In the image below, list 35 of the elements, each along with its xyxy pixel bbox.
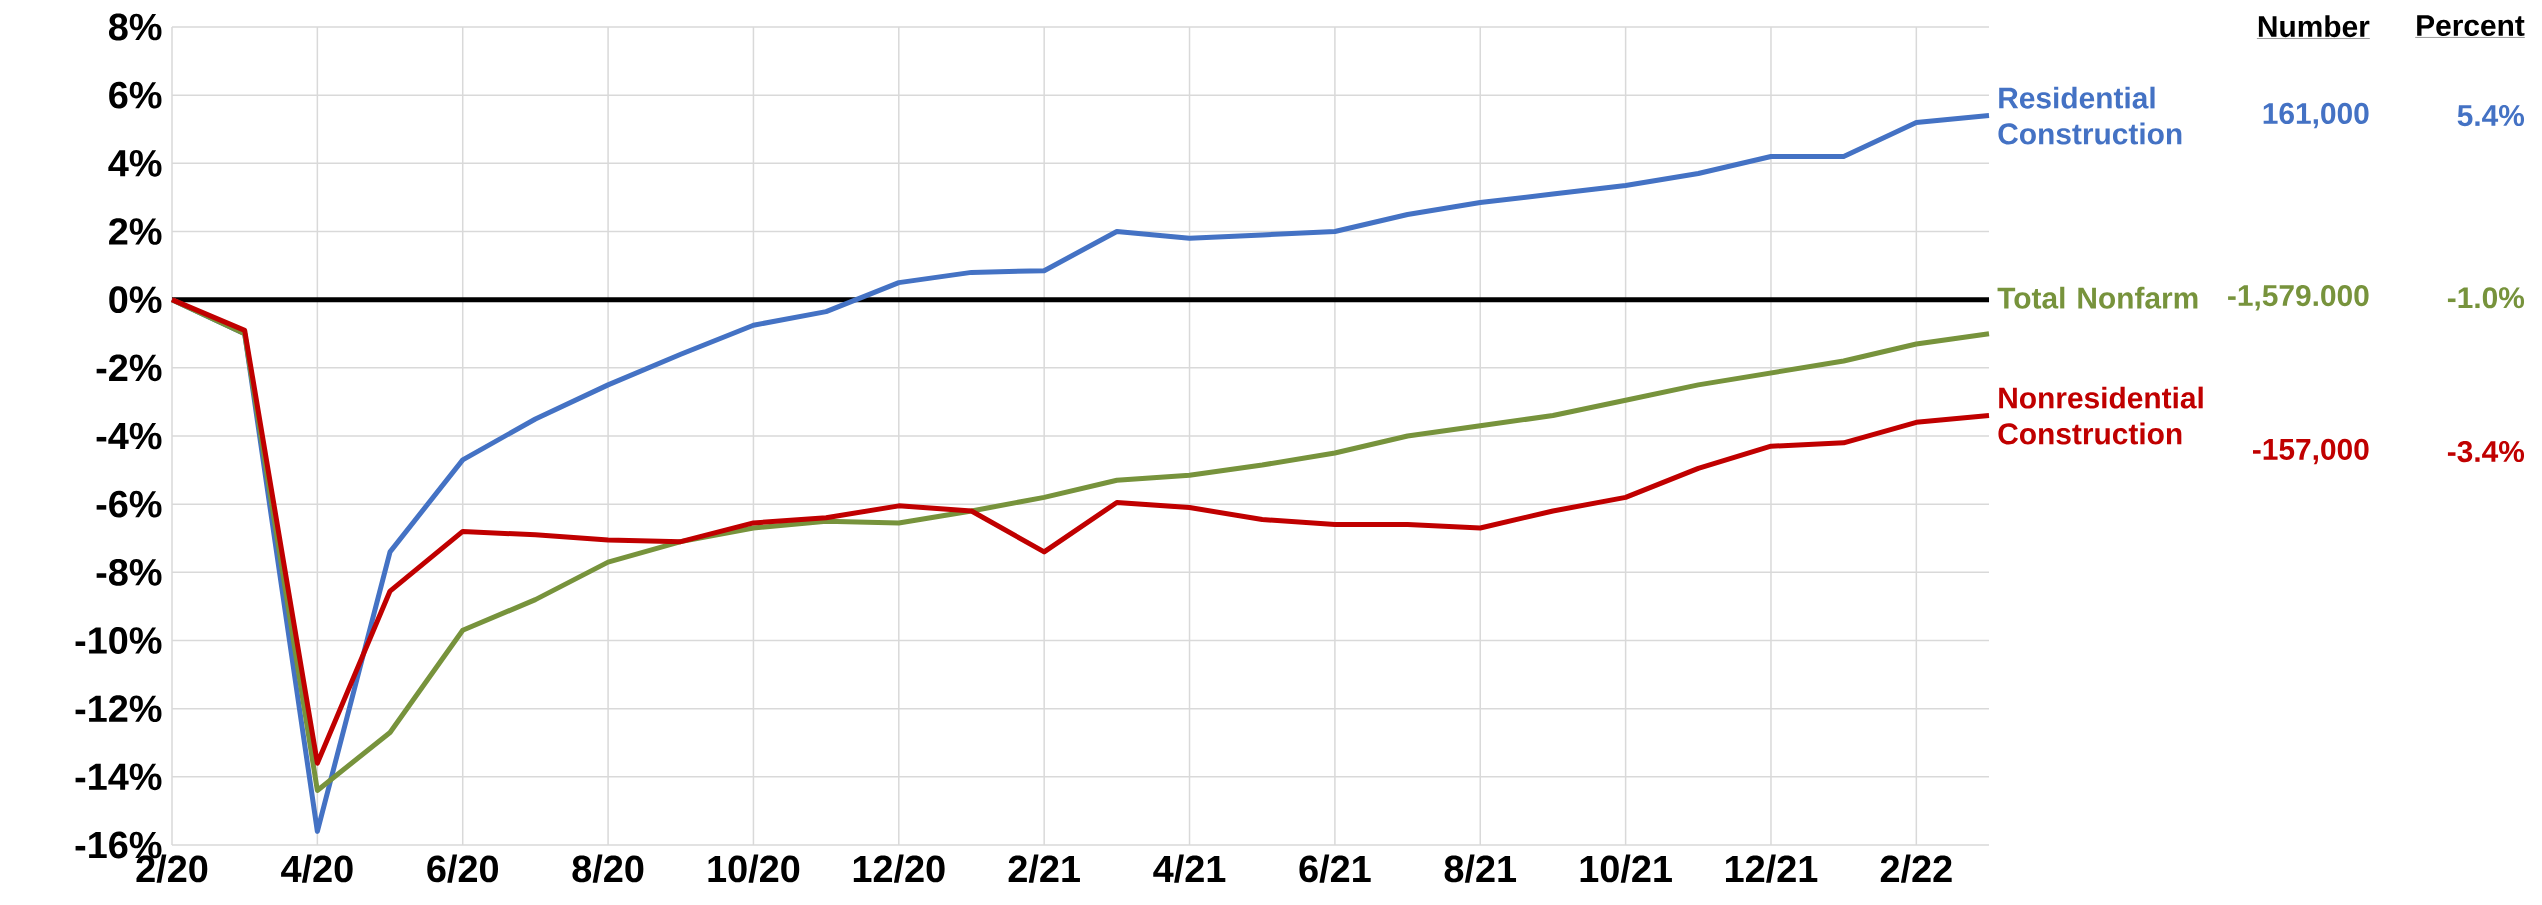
x-tick-label: 4/21 [1153, 854, 1226, 883]
text: Percent [2417, 15, 2525, 37]
x-tick-label: 4/20 [281, 854, 353, 883]
x-tick-label: 2/22 [1880, 854, 1952, 883]
x-tick-label: 6/20 [427, 854, 498, 883]
y-tick-label: -14% [75, 763, 162, 791]
y-tick-label: 6% [109, 81, 162, 109]
y-tick-label: 8% [108, 13, 162, 41]
y-tick-label: -8% [96, 558, 162, 586]
y-tick-label: -12% [75, 695, 162, 723]
y-tick-label: -2% [96, 354, 162, 382]
text: -3.4% [2447, 440, 2525, 463]
x-tick-label: 12/21 [1725, 854, 1818, 883]
x-tick-label: 8/20 [572, 854, 644, 883]
text: -1,579.000 [2228, 284, 2369, 311]
x-tick-label: 6/21 [1299, 854, 1371, 883]
x-tick-label: 2/21 [1008, 854, 1080, 883]
y-tick-label: -4% [96, 422, 162, 450]
x-tick-label: 10/21 [1580, 854, 1672, 883]
y-tick-label: 4% [108, 150, 162, 177]
text: -157,000 [2253, 438, 2369, 465]
y-tick-label: 2% [109, 218, 162, 245]
text: 5.4% [2457, 105, 2525, 127]
y-tick-label: -6% [96, 490, 162, 518]
x-tick-label: 12/20 [853, 854, 945, 883]
x-tick-label: 10/20 [708, 854, 800, 883]
x-tick-label: 8/21 [1444, 854, 1517, 883]
text: Number [2258, 15, 2370, 38]
series-label: Nonresidential Construction [1998, 386, 2203, 445]
y-tick-label: -10% [75, 627, 162, 654]
series-label: Total Nonfarm [1997, 286, 2198, 309]
text: 161,000 [2263, 102, 2369, 129]
series-label: Residential Construction [1998, 86, 2182, 145]
text: -1.0% [2447, 287, 2525, 309]
y-tick-label: 0% [109, 286, 162, 314]
